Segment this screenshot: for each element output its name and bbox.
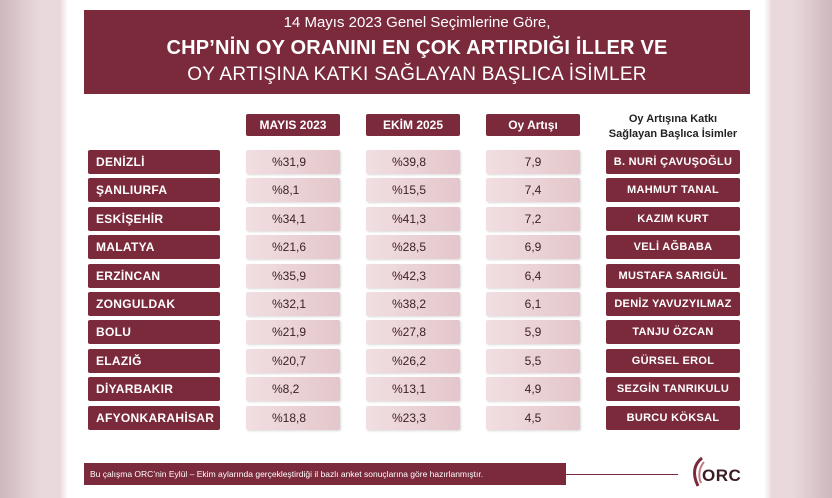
footer-divider (566, 474, 678, 475)
header-line-2: CHP’NİN OY ORANINI EN ÇOK ARTIRDIĞI İLLE… (166, 37, 668, 59)
may-2023-cell: %8,1 (246, 178, 340, 203)
table-row: MALATYA %21,6 %28,5 6,9 VELİ AĞBABA (68, 235, 764, 260)
infographic-page: 14 Mayıs 2023 Genel Seçimlerine Göre, CH… (68, 0, 764, 498)
header-banner: 14 Mayıs 2023 Genel Seçimlerine Göre, CH… (84, 10, 750, 94)
may-2023-cell: %8,2 (246, 377, 340, 402)
oct-2025-cell: %28,5 (366, 235, 460, 260)
oct-2025-cell: %38,2 (366, 292, 460, 316)
orc-logo-text: ORC (702, 466, 742, 485)
may-2023-cell: %35,9 (246, 263, 340, 288)
oct-2025-cell: %41,3 (366, 206, 460, 231)
table-row: AFYONKARAHİSAR %18,8 %23,3 4,5 BURCU KÖKSAL (68, 405, 764, 430)
orc-logo: ORC (684, 456, 750, 492)
may-2023-cell: %32,1 (246, 292, 340, 316)
increase-cell: 7,4 (486, 178, 580, 203)
contributor-name-cell: SEZGİN TANRIKULU (606, 377, 740, 402)
oct-2025-cell: %15,5 (366, 178, 460, 203)
oct-2025-cell: %23,3 (366, 405, 460, 430)
contributor-name-cell: B. NURİ ÇAVUŞOĞLU (606, 150, 740, 174)
header-line-3: OY ARTIŞINA KATKI SAĞLAYAN BAŞLICA İSİML… (187, 64, 647, 85)
column-header-names-line-2: Sağlayan Başlıca İsimler (608, 128, 738, 140)
province-cell: ESKİŞEHİR (88, 206, 220, 231)
oct-2025-cell: %27,8 (366, 320, 460, 345)
contributor-name-cell: MAHMUT TANAL (606, 178, 740, 203)
oct-2025-cell: %26,2 (366, 348, 460, 373)
table-row: DENİZLİ %31,9 %39,8 7,9 B. NURİ ÇAVUŞOĞLU (68, 150, 764, 174)
increase-cell: 7,2 (486, 206, 580, 231)
may-2023-cell: %21,6 (246, 235, 340, 260)
oct-2025-cell: %42,3 (366, 263, 460, 288)
table-row: DİYARBAKIR %8,2 %13,1 4,9 SEZGİN TANRIKULU (68, 377, 764, 402)
province-cell: BOLU (88, 320, 220, 345)
contributor-name-cell: MUSTAFA SARIGÜL (606, 263, 740, 288)
column-header-oct-2025: EKİM 2025 (366, 114, 460, 136)
contributor-name-cell: VELİ AĞBABA (606, 235, 740, 260)
contributor-name-cell: DENİZ YAVUZYILMAZ (606, 292, 740, 316)
table-row: ERZİNCAN %35,9 %42,3 6,4 MUSTAFA SARIGÜL (68, 263, 764, 288)
increase-cell: 4,5 (486, 405, 580, 430)
province-cell: DENİZLİ (88, 150, 220, 174)
column-header-increase: Oy Artışı (486, 114, 580, 136)
increase-cell: 4,9 (486, 377, 580, 402)
header-line-1: 14 Mayıs 2023 Genel Seçimlerine Göre, (283, 14, 551, 31)
increase-cell: 6,9 (486, 235, 580, 260)
province-cell: ZONGULDAK (88, 292, 220, 316)
footer-note: Bu çalışma ORC’nin Eylül – Ekim aylarınd… (84, 463, 566, 485)
increase-cell: 5,5 (486, 348, 580, 373)
table-row: ZONGULDAK %32,1 %38,2 6,1 DENİZ YAVUZYILMAZ (68, 292, 764, 316)
column-header-may-2023: MAYIS 2023 (246, 114, 340, 136)
increase-cell: 6,1 (486, 292, 580, 316)
may-2023-cell: %21,9 (246, 320, 340, 345)
may-2023-cell: %34,1 (246, 206, 340, 231)
column-header-names: Oy Artışına Katkı Sağlayan Başlıca İsiml… (598, 112, 748, 142)
province-cell: ELAZIĞ (88, 348, 220, 373)
increase-cell: 7,9 (486, 150, 580, 174)
increase-cell: 6,4 (486, 263, 580, 288)
table-row: ŞANLIURFA %8,1 %15,5 7,4 MAHMUT TANAL (68, 178, 764, 203)
contributor-name-cell: BURCU KÖKSAL (606, 405, 740, 430)
province-cell: DİYARBAKIR (88, 377, 220, 402)
may-2023-cell: %18,8 (246, 405, 340, 430)
contributor-name-cell: TANJU ÖZCAN (606, 320, 740, 345)
province-cell: ERZİNCAN (88, 263, 220, 288)
oct-2025-cell: %39,8 (366, 150, 460, 174)
increase-cell: 5,9 (486, 320, 580, 345)
contributor-name-cell: KAZIM KURT (606, 206, 740, 231)
orc-logo-mark-icon (693, 456, 705, 487)
province-cell: ŞANLIURFA (88, 178, 220, 203)
table-row: BOLU %21,9 %27,8 5,9 TANJU ÖZCAN (68, 320, 764, 345)
province-cell: MALATYA (88, 235, 220, 260)
oct-2025-cell: %13,1 (366, 377, 460, 402)
table-row: ESKİŞEHİR %34,1 %41,3 7,2 KAZIM KURT (68, 206, 764, 231)
table-row: ELAZIĞ %20,7 %26,2 5,5 GÜRSEL EROL (68, 348, 764, 373)
province-cell: AFYONKARAHİSAR (88, 405, 220, 430)
may-2023-cell: %31,9 (246, 150, 340, 174)
may-2023-cell: %20,7 (246, 348, 340, 373)
contributor-name-cell: GÜRSEL EROL (606, 348, 740, 373)
column-header-names-line-1: Oy Artışına Katkı (628, 113, 718, 125)
